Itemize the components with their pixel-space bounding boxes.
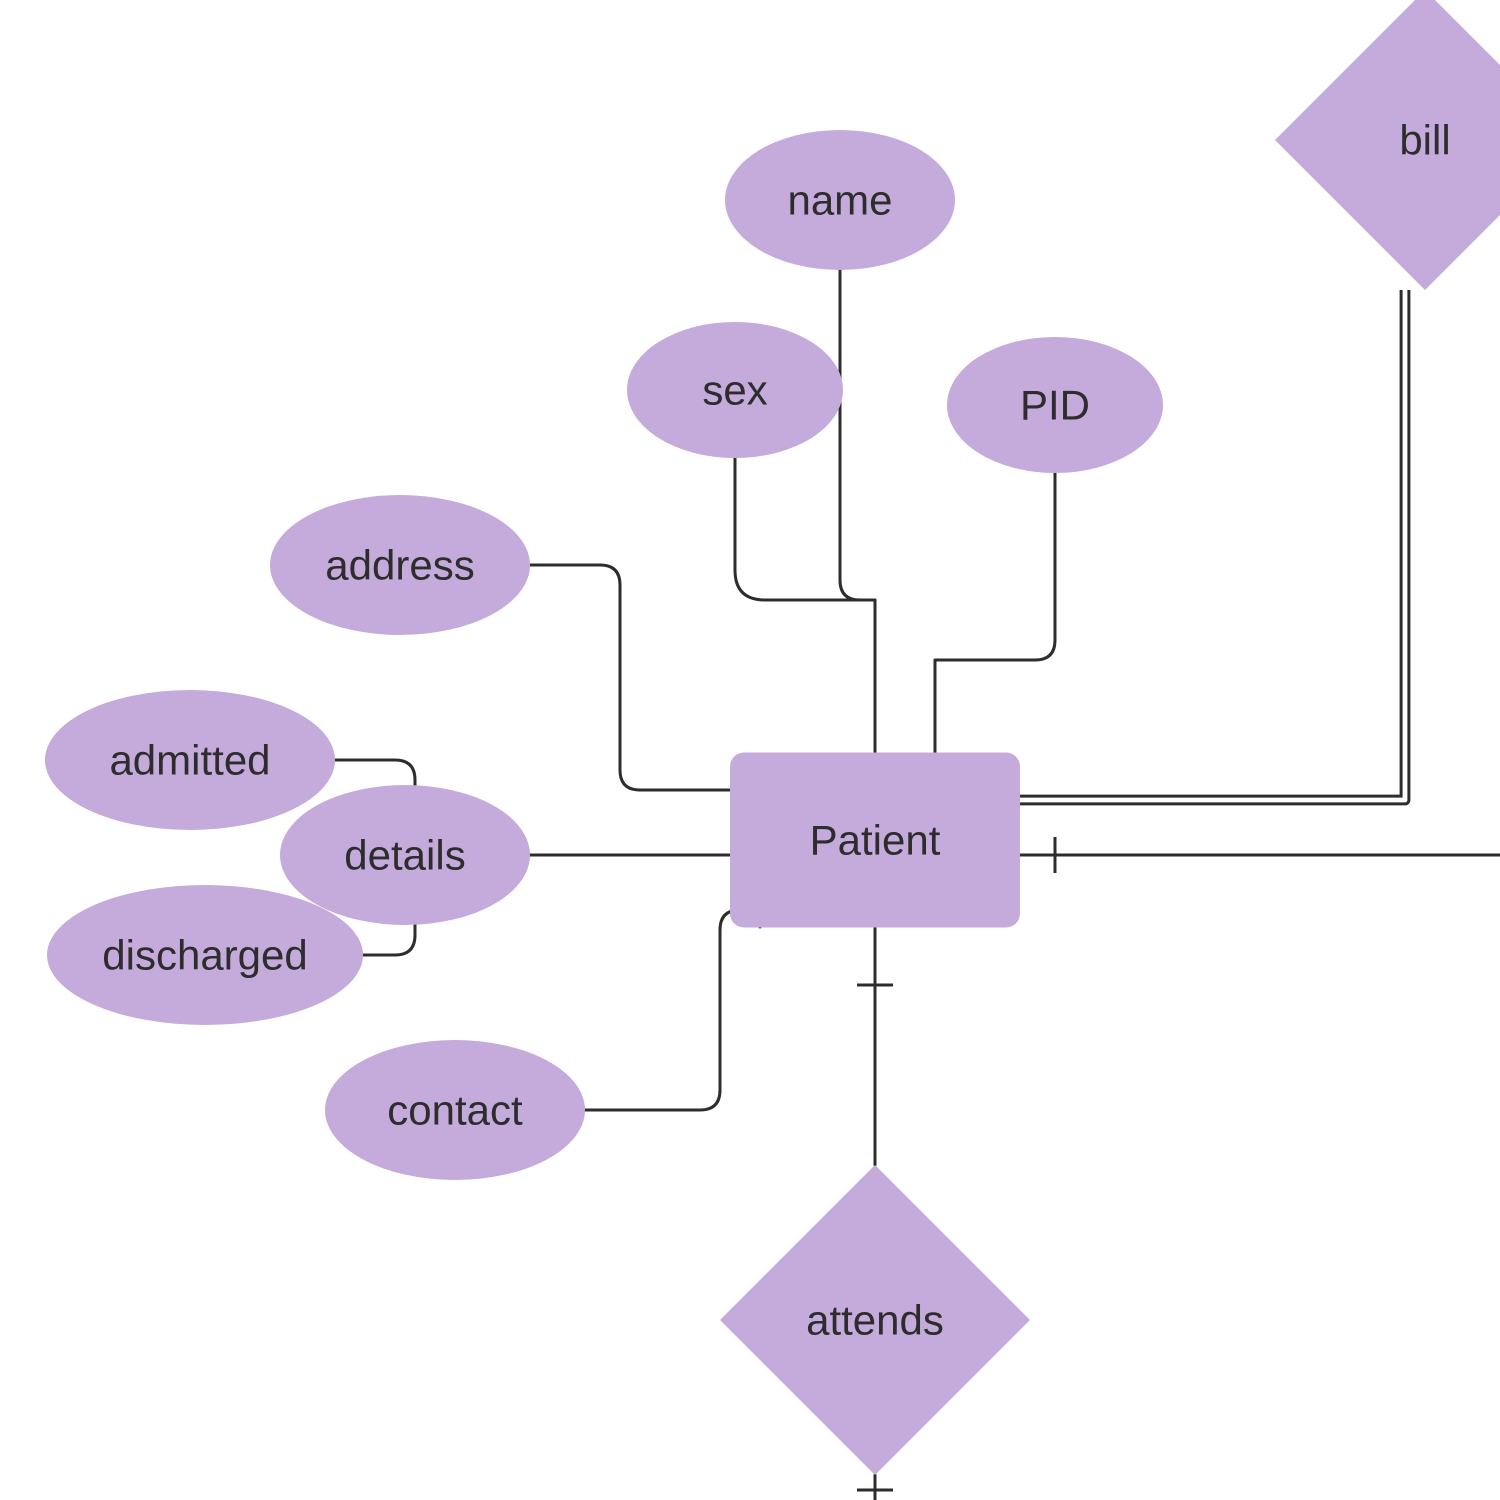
node-label: PID	[1020, 382, 1090, 429]
node-name: name	[725, 130, 955, 270]
node-label: address	[325, 542, 474, 589]
node-label: admitted	[109, 737, 270, 784]
node-label: bill	[1399, 117, 1450, 164]
node-label: attends	[806, 1297, 944, 1344]
node-sex: sex	[627, 322, 843, 458]
node-discharged: discharged	[47, 885, 363, 1025]
node-pid: PID	[947, 337, 1163, 473]
node-details: details	[280, 785, 530, 925]
node-label: Patient	[810, 817, 941, 864]
node-address: address	[270, 495, 530, 635]
node-patient: Patient	[730, 753, 1020, 928]
node-label: contact	[387, 1087, 523, 1134]
node-label: discharged	[102, 932, 307, 979]
node-label: name	[787, 177, 892, 224]
er-diagram: Patient name sex PID address admitted details d…	[0, 0, 1500, 1500]
node-label: sex	[702, 367, 767, 414]
node-admitted: admitted	[45, 690, 335, 830]
node-contact: contact	[325, 1040, 585, 1180]
node-label: details	[344, 832, 465, 879]
